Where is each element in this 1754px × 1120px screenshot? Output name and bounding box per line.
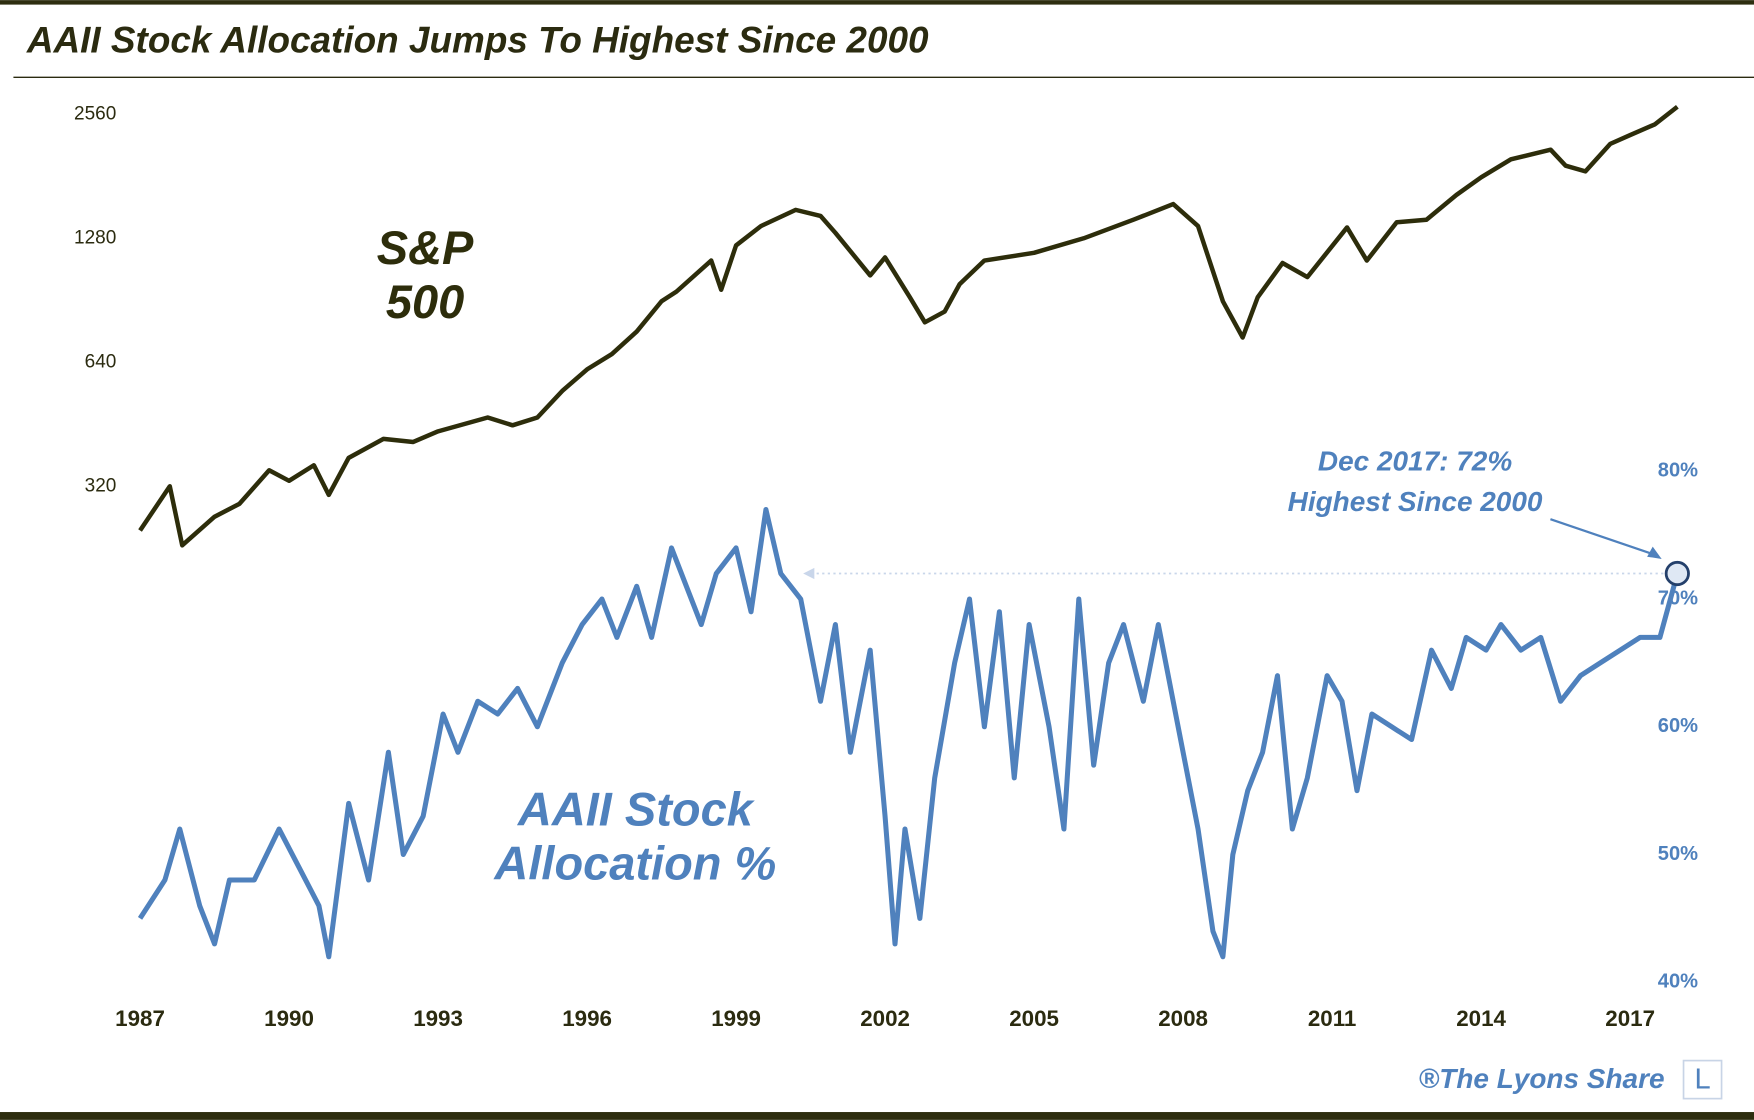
y-tick-label: 320 xyxy=(85,475,117,496)
series-line xyxy=(137,507,1680,960)
y-tick-label: 640 xyxy=(85,351,117,372)
bottom-border xyxy=(0,1112,1754,1120)
x-tick-label: 2008 xyxy=(1158,1006,1208,1031)
x-tick-label: 1993 xyxy=(413,1006,463,1031)
y2-tick-label: 50% xyxy=(1658,843,1698,865)
annotation: Highest Since 2000 xyxy=(1288,486,1543,517)
reference-arrow xyxy=(803,567,815,580)
y2-tick-label: 70% xyxy=(1658,587,1698,609)
series-line xyxy=(138,104,1679,548)
highlight-point xyxy=(1664,560,1690,587)
annotation: Dec 2017: 72% xyxy=(1318,446,1512,477)
x-tick-label: 1999 xyxy=(711,1006,761,1031)
y-tick-label: 2560 xyxy=(74,103,116,124)
series-label-text: S&P 500 xyxy=(376,221,474,329)
source: ®The Lyons Share xyxy=(1419,1063,1665,1094)
y2-tick-label: 60% xyxy=(1658,715,1698,737)
x-tick-label: 1996 xyxy=(562,1006,612,1031)
series-label: AAII Stock Allocation % xyxy=(494,783,777,890)
annotation-arrowhead xyxy=(1647,546,1662,559)
x-tick-label: 1990 xyxy=(264,1006,314,1031)
chart-title: AAII Stock Allocation Jumps To Highest S… xyxy=(26,19,929,60)
top-border xyxy=(0,0,1754,5)
logo-box xyxy=(1682,1059,1723,1100)
y-tick-label: 1280 xyxy=(74,227,116,248)
x-tick-label: 2005 xyxy=(1009,1006,1059,1031)
x-tick-label: 2002 xyxy=(860,1006,910,1031)
x-tick-label: 1987 xyxy=(115,1006,165,1031)
series-label-text: AAII Stock Allocation % xyxy=(494,783,777,890)
series-label: S&P 500 xyxy=(376,221,474,329)
y2-tick-label: 80% xyxy=(1658,460,1698,482)
logo: L xyxy=(1694,1063,1710,1095)
x-tick-label: 2014 xyxy=(1456,1006,1506,1031)
y2-tick-label: 40% xyxy=(1658,971,1698,993)
annotation-arrow xyxy=(1550,518,1658,557)
x-tick-label: 2011 xyxy=(1308,1006,1357,1031)
x-tick-label: 2017 xyxy=(1605,1006,1655,1031)
